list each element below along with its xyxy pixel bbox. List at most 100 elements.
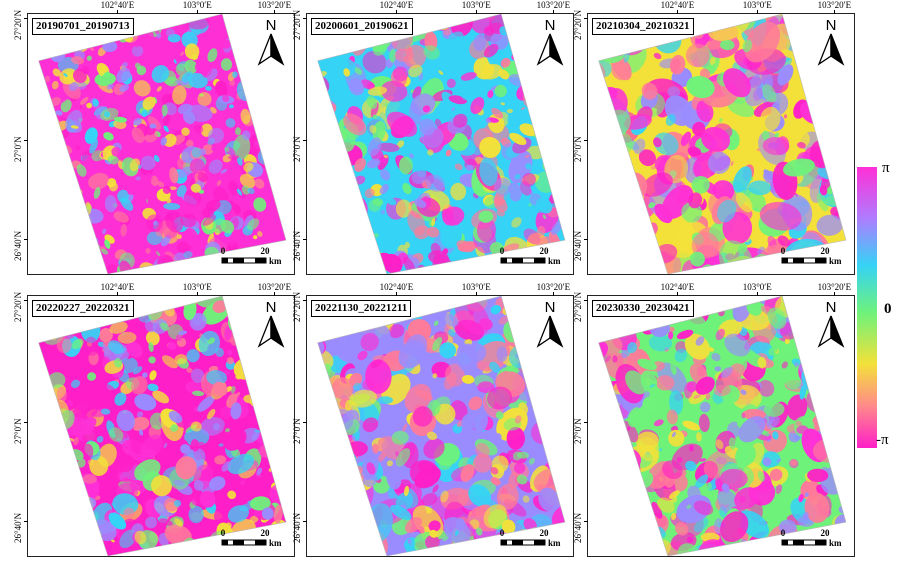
longitude-tick-label: 103°20′E — [817, 282, 852, 292]
longitude-tick-mark — [117, 10, 119, 14]
longitude-tick-mark — [677, 292, 679, 296]
longitude-tick-label: 103°20′E — [257, 0, 292, 10]
interferogram-image — [598, 14, 847, 274]
latitude-tick-label: 27°20′N — [13, 10, 23, 41]
svg-text:N: N — [545, 17, 556, 34]
panel-5: 20221130_20221211 N 0 20 km 102°40′E 103°0′E 10… — [292, 282, 574, 557]
panel-1: 20190701_20190713 N 0 20 km 102°40′E 103°0′E 10… — [13, 0, 295, 275]
svg-text:20: 20 — [821, 246, 831, 256]
longitude-tick-label: 103°0′E — [742, 282, 772, 292]
svg-text:0: 0 — [221, 246, 226, 256]
scale-bar: 0 20 km — [218, 526, 288, 552]
longitude-tick-mark — [274, 292, 276, 296]
latitude-tick-label: 27°20′N — [573, 292, 583, 323]
longitude-tick-mark — [396, 292, 398, 296]
latitude-tick-label: 27°0′N — [292, 418, 302, 445]
panel-frame: 20221130_20221211 N 0 20 km — [306, 295, 574, 557]
interferogram-image — [598, 296, 847, 556]
latitude-tick-mark — [24, 18, 28, 20]
longitude-tick-label: 103°20′E — [536, 0, 571, 10]
longitude-tick-mark — [757, 292, 759, 296]
latitude-tick-label: 26°40′N — [573, 513, 583, 544]
svg-text:km: km — [829, 538, 842, 548]
svg-text:km: km — [548, 538, 561, 548]
latitude-tick-label: 27°20′N — [13, 292, 23, 323]
panel-2: 20200601_20190621 N 0 20 km 102°40′E 103°0′E 10… — [292, 0, 574, 275]
svg-text:N: N — [826, 299, 837, 316]
date-pair-label: 20210304_20210321 — [592, 18, 694, 35]
latitude-tick-label: 26°40′N — [13, 513, 23, 544]
longitude-tick-mark — [677, 10, 679, 14]
svg-text:km: km — [269, 256, 282, 266]
scale-bar: 0 20 km — [218, 244, 288, 270]
panel-frame: 20220227_20220321 N 0 20 km — [27, 295, 295, 557]
longitude-tick-label: 103°20′E — [257, 282, 292, 292]
latitude-tick-mark — [24, 140, 28, 142]
longitude-tick-mark — [396, 10, 398, 14]
panel-frame: 20190701_20190713 N 0 20 km — [27, 13, 295, 275]
longitude-tick-mark — [476, 292, 478, 296]
svg-text:N: N — [826, 17, 837, 34]
north-arrow-icon: N — [256, 298, 286, 350]
longitude-tick-label: 103°20′E — [536, 282, 571, 292]
latitude-tick-label: 27°20′N — [573, 10, 583, 41]
date-pair-label: 20200601_20190621 — [311, 18, 413, 35]
svg-text:20: 20 — [261, 246, 271, 256]
svg-text:km: km — [829, 256, 842, 266]
svg-text:0: 0 — [500, 528, 505, 538]
svg-text:km: km — [548, 256, 561, 266]
latitude-tick-label: 26°40′N — [292, 513, 302, 544]
north-arrow-icon: N — [256, 16, 286, 68]
latitude-tick-label: 26°40′N — [13, 231, 23, 262]
date-pair-label: 20220227_20220321 — [32, 300, 134, 317]
panel-6: 20230330_20230421 N 0 20 km 102°40′E 103°0′E 10… — [573, 282, 855, 557]
date-pair-label: 20190701_20190713 — [32, 18, 134, 35]
latitude-tick-label: 27°0′N — [13, 418, 23, 445]
svg-text:20: 20 — [540, 528, 550, 538]
latitude-tick-mark — [584, 239, 588, 241]
longitude-tick-mark — [274, 10, 276, 14]
longitude-tick-label: 102°40′E — [379, 0, 414, 10]
latitude-tick-label: 27°20′N — [292, 292, 302, 323]
colorbar-middle-label: 0 — [884, 301, 892, 317]
longitude-tick-label: 103°0′E — [461, 0, 491, 10]
scale-bar: 0 20 km — [497, 244, 567, 270]
interferogram-image — [38, 14, 287, 274]
longitude-tick-label: 103°0′E — [182, 0, 212, 10]
latitude-tick-label: 26°40′N — [292, 231, 302, 262]
latitude-tick-label: 27°0′N — [573, 418, 583, 445]
longitude-tick-label: 102°40′E — [100, 0, 135, 10]
longitude-tick-label: 102°40′E — [660, 0, 695, 10]
north-arrow-icon: N — [816, 298, 846, 350]
latitude-tick-mark — [24, 300, 28, 302]
longitude-tick-mark — [117, 292, 119, 296]
longitude-tick-mark — [834, 10, 836, 14]
scale-bar: 0 20 km — [497, 526, 567, 552]
panel-frame: 20230330_20230421 N 0 20 km — [587, 295, 855, 557]
svg-text:0: 0 — [781, 246, 786, 256]
panel-4: 20220227_20220321 N 0 20 km 102°40′E 103°0′E 10… — [13, 282, 295, 557]
latitude-tick-mark — [303, 300, 307, 302]
svg-text:N: N — [545, 299, 556, 316]
latitude-tick-mark — [24, 239, 28, 241]
panel-3: 20210304_20210321 N 0 20 km 102°40′E 103°0′E 10… — [573, 0, 855, 275]
latitude-tick-mark — [584, 300, 588, 302]
svg-text:N: N — [266, 17, 277, 34]
latitude-tick-mark — [584, 140, 588, 142]
north-arrow-icon: N — [535, 298, 565, 350]
north-arrow-icon: N — [816, 16, 846, 68]
svg-text:km: km — [269, 538, 282, 548]
north-arrow-icon: N — [535, 16, 565, 68]
longitude-tick-mark — [553, 292, 555, 296]
svg-text:20: 20 — [821, 528, 831, 538]
latitude-tick-label: 27°0′N — [292, 136, 302, 163]
interferogram-image — [317, 14, 566, 274]
interferogram-image — [317, 296, 566, 556]
latitude-tick-mark — [584, 521, 588, 523]
latitude-tick-mark — [303, 521, 307, 523]
date-pair-label: 20230330_20230421 — [592, 300, 694, 317]
latitude-tick-mark — [24, 422, 28, 424]
latitude-tick-mark — [584, 18, 588, 20]
svg-text:20: 20 — [261, 528, 271, 538]
svg-text:N: N — [266, 299, 277, 316]
